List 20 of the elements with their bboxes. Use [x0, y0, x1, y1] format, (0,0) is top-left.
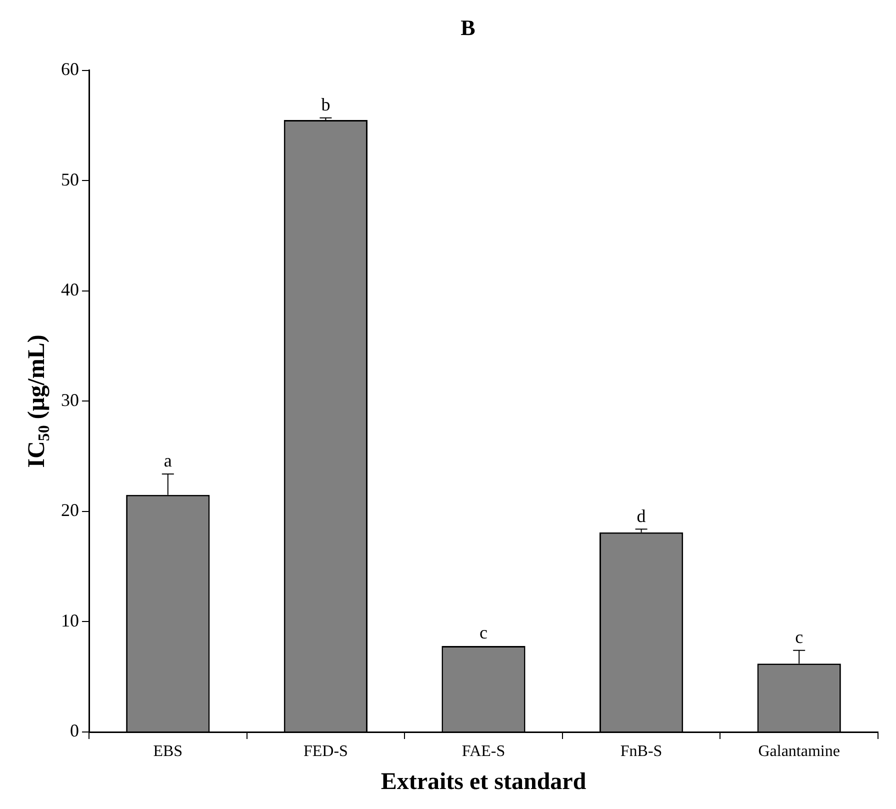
y-tick-label: 20 [61, 500, 79, 520]
y-tick-label: 50 [61, 169, 79, 190]
chart-title: B [460, 14, 476, 40]
x-tick-label: FnB-S [620, 742, 662, 760]
y-tick-label: 40 [61, 280, 79, 300]
annotation: a [164, 450, 172, 471]
y-tick-label: 60 [61, 59, 79, 80]
x-tick-label: FED-S [303, 742, 348, 760]
y-tick-label: 30 [61, 390, 79, 410]
annotation: c [480, 622, 488, 643]
x-tick-label: EBS [153, 742, 183, 760]
y-axis-title: IC50 (µg/mL) [24, 334, 54, 468]
y-tick-label: 0 [70, 720, 79, 741]
x-axis-title: Extraits et standard [380, 768, 587, 795]
annotation: d [636, 506, 646, 526]
x-tick-label: FAE-S [462, 742, 506, 760]
x-tick-label: Galantamine [758, 742, 840, 760]
y-tick-label: 10 [61, 610, 79, 630]
annotation: b [321, 94, 330, 115]
annotation: c [795, 627, 804, 648]
